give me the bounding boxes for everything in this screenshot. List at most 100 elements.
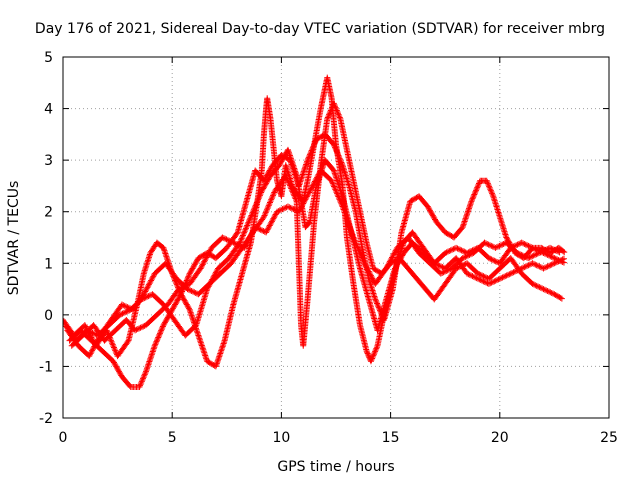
- data-point-marker: [284, 203, 291, 210]
- data-point-marker: [278, 206, 285, 213]
- data-point-marker: [551, 255, 558, 262]
- data-point-marker: [310, 143, 317, 150]
- data-point-marker: [227, 238, 234, 245]
- data-point-marker: [367, 271, 374, 278]
- data-point-marker: [116, 369, 123, 376]
- data-point-marker: [156, 330, 163, 337]
- data-point-marker: [207, 247, 214, 254]
- data-point-marker: [145, 282, 152, 289]
- data-point-marker: [234, 241, 241, 248]
- data-point-marker: [226, 237, 233, 244]
- data-point-marker: [109, 340, 116, 347]
- data-point-marker: [200, 259, 207, 266]
- data-point-marker: [288, 186, 295, 193]
- data-point-marker: [110, 344, 117, 351]
- data-point-marker: [242, 226, 249, 233]
- data-point-marker: [228, 239, 235, 246]
- data-point-marker: [144, 284, 151, 291]
- data-point-marker: [492, 258, 499, 265]
- data-point-marker: [298, 204, 305, 211]
- data-point-marker: [535, 283, 542, 290]
- data-point-marker: [137, 382, 144, 389]
- data-point-marker: [329, 179, 336, 186]
- data-point-marker: [142, 287, 149, 294]
- data-point-marker: [469, 195, 476, 202]
- data-point-marker: [283, 174, 290, 181]
- y-tick-label: 1: [44, 256, 53, 272]
- data-point-marker: [332, 187, 339, 194]
- data-point-marker: [461, 254, 468, 261]
- data-point-marker: [254, 198, 261, 205]
- data-point-marker: [239, 233, 246, 240]
- data-point-marker: [332, 145, 339, 152]
- data-point-marker: [347, 227, 354, 234]
- data-point-marker: [246, 235, 253, 242]
- data-point-marker: [548, 261, 555, 268]
- data-point-marker: [465, 252, 472, 259]
- data-point-marker: [268, 195, 275, 202]
- data-point-marker: [183, 300, 190, 307]
- data-point-marker: [482, 240, 489, 247]
- data-point-marker: [499, 274, 506, 281]
- data-point-marker: [253, 199, 260, 206]
- data-point-marker: [238, 235, 245, 242]
- data-point-marker: [244, 239, 251, 246]
- data-point-marker: [334, 110, 341, 117]
- data-point-marker: [266, 222, 273, 229]
- data-point-marker: [353, 241, 360, 248]
- data-point-marker: [252, 203, 259, 210]
- data-point-marker: [277, 159, 284, 166]
- data-point-marker: [264, 226, 271, 233]
- data-point-marker: [94, 337, 101, 344]
- data-point-marker: [305, 155, 312, 162]
- data-point-marker: [271, 212, 278, 219]
- data-point-marker: [282, 151, 289, 158]
- data-point-marker: [369, 355, 376, 362]
- data-point-marker: [204, 251, 211, 258]
- data-point-marker: [91, 343, 98, 350]
- data-point-marker: [341, 209, 348, 216]
- data-point-marker: [306, 188, 313, 195]
- data-point-marker: [363, 347, 370, 354]
- data-point-marker: [362, 261, 369, 268]
- data-point-marker: [555, 257, 562, 264]
- data-point-marker: [265, 202, 272, 209]
- data-point-marker: [193, 257, 200, 264]
- data-point-marker: [191, 262, 198, 269]
- data-point-marker: [450, 246, 457, 253]
- data-point-marker: [533, 251, 540, 258]
- data-point-marker: [466, 251, 473, 258]
- data-point-marker: [290, 189, 297, 196]
- data-point-marker: [360, 257, 367, 264]
- data-point-marker: [158, 327, 165, 334]
- data-point-marker: [391, 250, 398, 257]
- data-point-marker: [430, 213, 437, 220]
- data-point-marker: [293, 196, 300, 203]
- data-point-marker: [520, 264, 527, 271]
- data-point-marker: [242, 242, 249, 249]
- data-point-marker: [441, 268, 448, 275]
- data-point-marker: [111, 345, 118, 352]
- data-point-marker: [257, 226, 264, 233]
- data-point-marker: [116, 368, 123, 375]
- data-point-marker: [548, 245, 555, 252]
- data-point-marker: [334, 190, 341, 197]
- data-point-marker: [548, 289, 555, 296]
- data-point-marker: [191, 289, 198, 296]
- data-point-marker: [89, 346, 96, 353]
- data-point-marker: [463, 253, 470, 260]
- data-point-marker: [306, 151, 313, 158]
- data-point-marker: [364, 350, 371, 357]
- data-point-marker: [444, 267, 451, 274]
- data-point-marker: [525, 262, 532, 269]
- data-point-marker: [118, 311, 125, 318]
- data-point-marker: [530, 260, 537, 267]
- y-tick-label: -1: [39, 359, 53, 375]
- data-point-marker: [439, 269, 446, 276]
- data-point-marker: [330, 182, 337, 189]
- data-point-marker: [457, 246, 464, 253]
- data-point-marker: [147, 278, 154, 285]
- data-point-marker: [529, 253, 536, 260]
- data-point-marker: [141, 289, 148, 296]
- data-point-marker: [552, 247, 559, 254]
